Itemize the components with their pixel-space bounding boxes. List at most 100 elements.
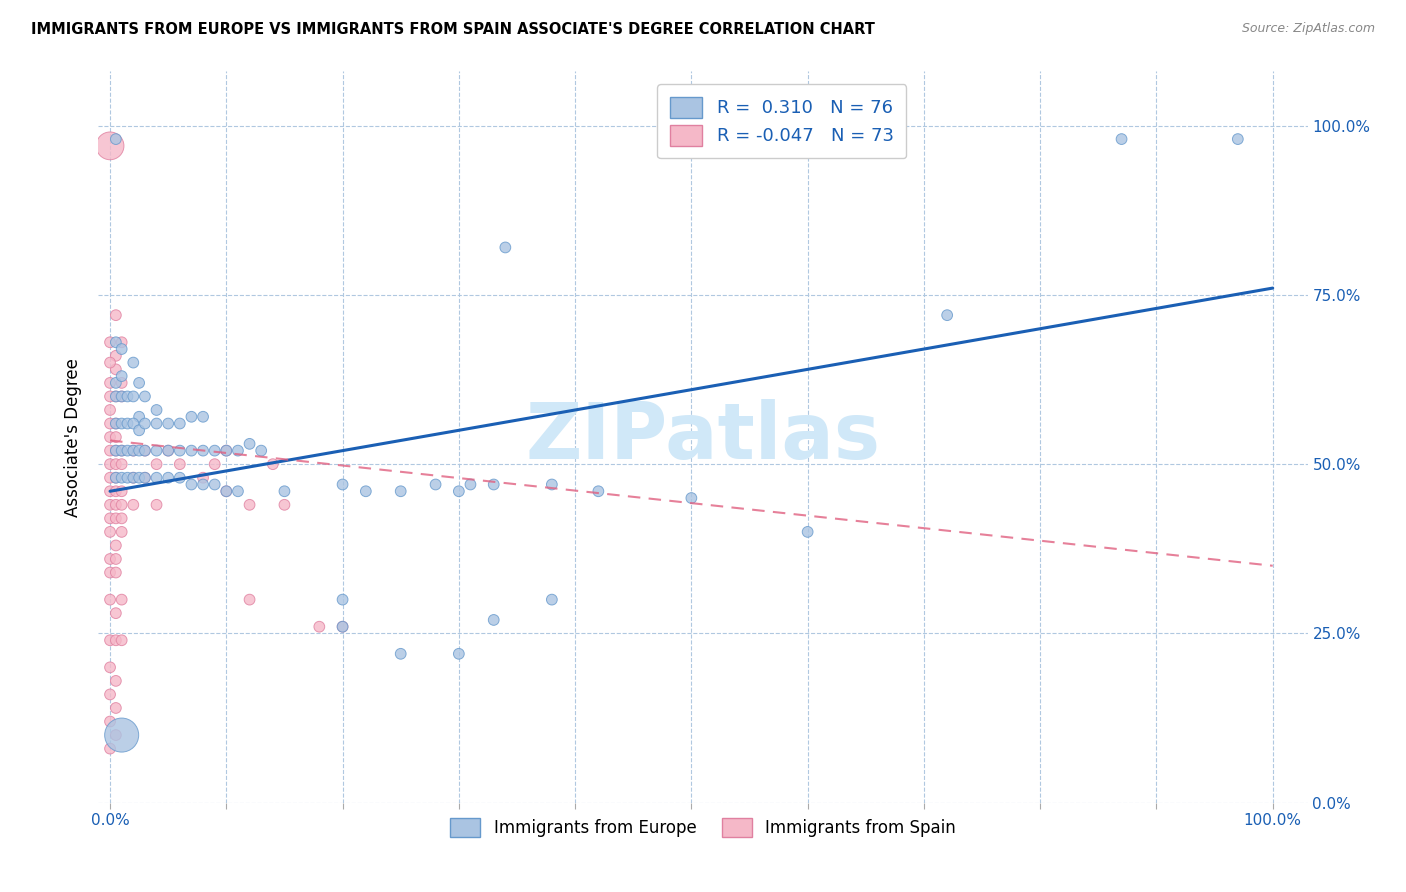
Point <box>134 443 156 458</box>
Point <box>104 498 127 512</box>
Point <box>104 132 127 146</box>
Point <box>104 443 127 458</box>
Point <box>104 728 127 742</box>
Point <box>134 443 156 458</box>
Point <box>111 417 134 431</box>
Point <box>145 403 167 417</box>
Point <box>98 430 121 444</box>
Point <box>134 471 156 485</box>
Point <box>540 592 562 607</box>
Point <box>215 484 238 499</box>
Point <box>122 355 145 369</box>
Point <box>98 457 121 471</box>
Point <box>169 417 191 431</box>
Point <box>111 524 134 539</box>
Point <box>104 701 127 715</box>
Point <box>482 477 505 491</box>
Point <box>332 477 354 491</box>
Point <box>588 484 610 499</box>
Point <box>111 335 134 350</box>
Point <box>98 511 121 525</box>
Point <box>128 409 150 424</box>
Point <box>104 633 127 648</box>
Point <box>215 484 238 499</box>
Point <box>145 498 167 512</box>
Point <box>104 349 127 363</box>
Point <box>98 376 121 390</box>
Point <box>226 443 249 458</box>
Point <box>98 714 121 729</box>
Point <box>111 498 134 512</box>
Point <box>145 443 167 458</box>
Point <box>111 342 134 356</box>
Point <box>98 389 121 403</box>
Point <box>111 592 134 607</box>
Point <box>98 335 121 350</box>
Point <box>540 477 562 491</box>
Point <box>389 647 412 661</box>
Point <box>204 477 226 491</box>
Point <box>239 437 262 451</box>
Point <box>191 471 214 485</box>
Point <box>128 423 150 437</box>
Point <box>157 471 180 485</box>
Point <box>157 443 180 458</box>
Point <box>191 477 214 491</box>
Point <box>1111 132 1133 146</box>
Point <box>128 443 150 458</box>
Point <box>169 443 191 458</box>
Point <box>332 620 354 634</box>
Point <box>239 498 262 512</box>
Point <box>111 471 134 485</box>
Point <box>111 511 134 525</box>
Point <box>104 673 127 688</box>
Point <box>98 592 121 607</box>
Point <box>104 566 127 580</box>
Point <box>111 457 134 471</box>
Point <box>239 592 262 607</box>
Point <box>936 308 959 322</box>
Point <box>494 240 516 254</box>
Point <box>447 484 470 499</box>
Point <box>104 430 127 444</box>
Point <box>354 484 377 499</box>
Point <box>180 477 202 491</box>
Point <box>111 389 134 403</box>
Point <box>145 417 167 431</box>
Point <box>104 471 127 485</box>
Point <box>1226 132 1249 146</box>
Point <box>134 471 156 485</box>
Point <box>111 443 134 458</box>
Point <box>104 389 127 403</box>
Point <box>796 524 818 539</box>
Point <box>145 471 167 485</box>
Point <box>157 443 180 458</box>
Point <box>111 369 134 384</box>
Point <box>482 613 505 627</box>
Point <box>117 389 139 403</box>
Point <box>98 566 121 580</box>
Point <box>250 443 273 458</box>
Point <box>128 376 150 390</box>
Point <box>157 417 180 431</box>
Point <box>111 443 134 458</box>
Point <box>98 471 121 485</box>
Point <box>308 620 330 634</box>
Point <box>104 606 127 620</box>
Point <box>122 389 145 403</box>
Point <box>122 498 145 512</box>
Point <box>122 417 145 431</box>
Point <box>180 443 202 458</box>
Point <box>262 457 284 471</box>
Point <box>98 498 121 512</box>
Point <box>332 592 354 607</box>
Point <box>104 417 127 431</box>
Point <box>215 443 238 458</box>
Point <box>104 443 127 458</box>
Point <box>460 477 482 491</box>
Point <box>122 443 145 458</box>
Point <box>104 376 127 390</box>
Point <box>425 477 447 491</box>
Point <box>98 403 121 417</box>
Point <box>169 457 191 471</box>
